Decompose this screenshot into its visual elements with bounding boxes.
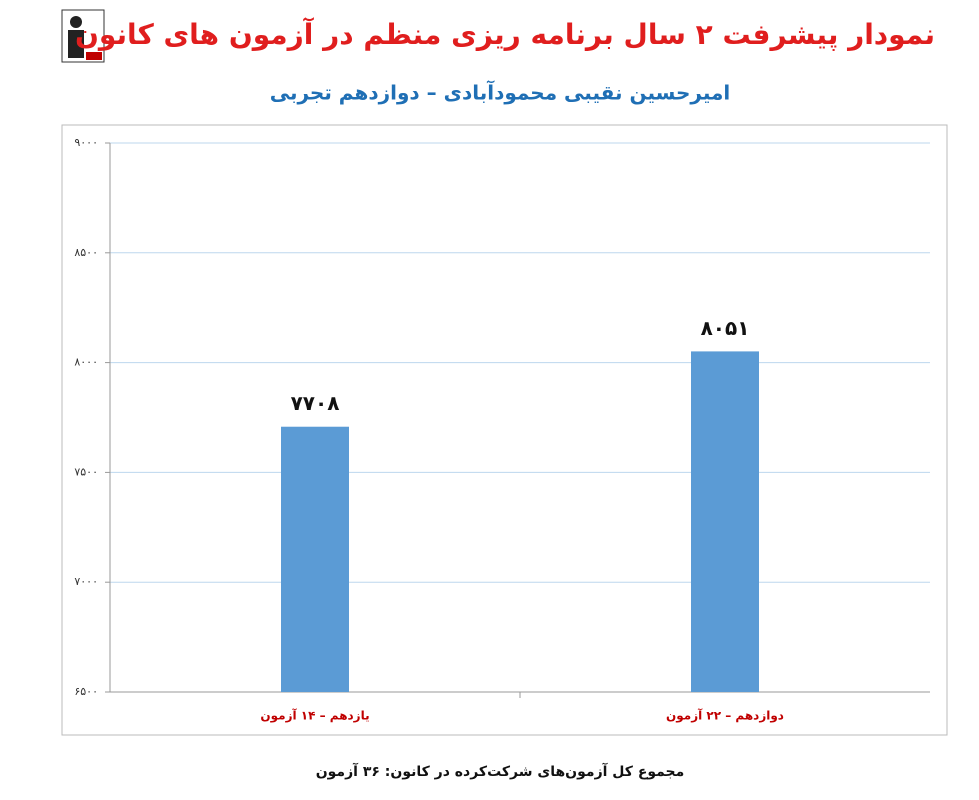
logo — [61, 9, 105, 63]
footer: مجموع کل آزمون‌های شرکت‌کرده در کانون: ۳… — [316, 762, 685, 780]
bar — [281, 426, 349, 692]
y-tick-label: ۷۰۰۰ — [74, 575, 98, 588]
y-tick-label: ۸۵۰۰ — [74, 246, 98, 259]
x-tick-label: دوازدهم – ۲۲ آزمون — [666, 708, 784, 724]
y-tick-label: ۷۵۰۰ — [74, 465, 98, 478]
chart-subtitle: امیرحسین نقیبی محمودآبادی – دوازدهم تجرب… — [270, 80, 731, 105]
logo-badge — [86, 52, 102, 60]
y-tick-label: ۸۰۰۰ — [74, 356, 98, 369]
chart-frame — [61, 124, 948, 736]
value-label: ۷۷۰۸ — [291, 391, 340, 415]
bar — [691, 351, 759, 692]
logo-body — [68, 30, 84, 58]
x-tick-label: یازدهم – ۱۴ آزمون — [260, 708, 369, 724]
value-label: ۸۰۵۱ — [701, 316, 750, 340]
chart-title: نمودار پیشرفت ۲ سال برنامه ریزی منظم در … — [75, 17, 935, 51]
logo-head — [70, 16, 82, 28]
y-tick-label: ۶۵۰۰ — [74, 685, 98, 698]
y-tick-label: ۹۰۰۰ — [74, 136, 98, 149]
